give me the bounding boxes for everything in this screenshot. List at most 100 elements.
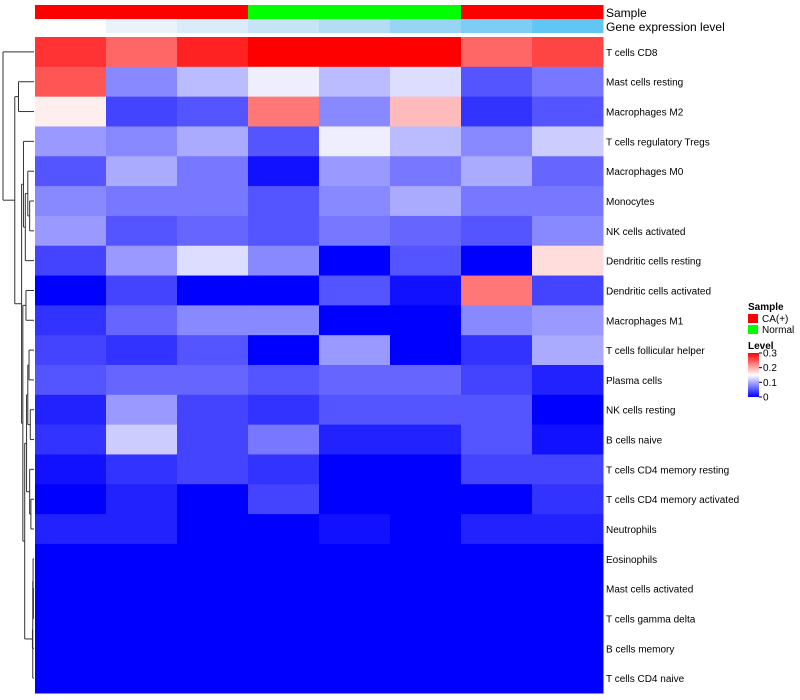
- heatmap-cell: [390, 394, 462, 426]
- heatmap-cell: [390, 484, 462, 515]
- heatmap-cell: [106, 573, 178, 605]
- heatmap-cell: [390, 633, 462, 664]
- heatmap-cell: [35, 335, 107, 366]
- heatmap-cell: [390, 663, 462, 694]
- heatmap-cell: [532, 543, 604, 575]
- heatmap-cell: [319, 633, 391, 664]
- heatmap-cell: [35, 573, 107, 605]
- heatmap-cell: [461, 275, 533, 306]
- heatmap-cell: [248, 126, 320, 157]
- heatmap-cell: [106, 96, 178, 127]
- heatmap-cell: [532, 424, 604, 455]
- heatmap-cell: [532, 484, 604, 515]
- heatmap-cell: [35, 96, 107, 127]
- heatmap-cell: [106, 514, 178, 545]
- annotation-cell: [248, 5, 320, 19]
- heatmap-cell: [106, 663, 178, 694]
- heatmap-cell: [35, 603, 107, 634]
- row-label: NK cells activated: [606, 227, 685, 238]
- row-dendrogram: [2, 51, 34, 679]
- legend-label-normal: Normal: [762, 325, 794, 336]
- heatmap-cell: [319, 573, 391, 605]
- heatmap-cell: [390, 454, 462, 485]
- heatmap-cell: [248, 543, 320, 575]
- heatmap-cell: [177, 66, 249, 98]
- row-label: T cells gamma delta: [606, 614, 696, 625]
- heatmap-cell: [106, 394, 178, 426]
- heatmap-cell: [390, 66, 462, 98]
- heatmap-cell: [35, 543, 107, 575]
- heatmap-cell: [319, 245, 391, 277]
- heatmap-cell: [248, 573, 320, 605]
- row-label: NK cells resting: [606, 406, 675, 417]
- annotation-cell: [177, 19, 249, 33]
- heatmap-cell: [177, 335, 249, 366]
- heatmap-cell: [177, 37, 249, 68]
- annotation-cell: [319, 5, 391, 19]
- heatmap-cell: [248, 156, 320, 187]
- heatmap-cell: [106, 156, 178, 187]
- heatmap-cell: [532, 603, 604, 634]
- heatmap-cell: [177, 126, 249, 157]
- annotation-label-sample: Sample: [606, 6, 647, 20]
- heatmap-cell: [177, 245, 249, 277]
- heatmap-cell: [319, 215, 391, 247]
- row-labels: T cells CD8 Mast cells resting Macrophages…: [606, 48, 739, 685]
- heatmap-cell: [319, 394, 391, 426]
- heatmap-cell: [248, 394, 320, 426]
- annotation-cell: [390, 5, 462, 19]
- heatmap-cell: [461, 66, 533, 98]
- heatmap-cell: [106, 603, 178, 634]
- heatmap-cell: [106, 424, 178, 455]
- heatmap-cell: [35, 394, 107, 426]
- legend: Sample CA(+) Normal Level 0.3 0.2 0.1 0: [748, 302, 794, 404]
- row-label: Mast cells activated: [606, 585, 693, 596]
- heatmap-cell: [319, 514, 391, 545]
- heatmap-cells: [35, 37, 604, 694]
- heatmap-cell: [461, 633, 533, 664]
- heatmap-cell: [532, 126, 604, 157]
- heatmap-cell: [35, 514, 107, 545]
- heatmap-cell: [390, 365, 462, 396]
- heatmap-cell: [532, 37, 604, 68]
- row-label: Eosinophils: [606, 555, 657, 566]
- heatmap-cell: [532, 305, 604, 336]
- annotation-cell: [248, 19, 320, 33]
- heatmap-cell: [35, 424, 107, 455]
- heatmap-cell: [319, 156, 391, 187]
- row-label: Dendritic cells resting: [606, 257, 701, 268]
- heatmap-cell: [248, 603, 320, 634]
- legend-sample-title: Sample: [748, 302, 784, 313]
- heatmap-cell: [35, 663, 107, 694]
- heatmap-cell: [319, 663, 391, 694]
- heatmap-cell: [532, 633, 604, 664]
- heatmap-cell: [248, 245, 320, 277]
- heatmap-cell: [35, 275, 107, 306]
- annotation-label-gene-expression: Gene expression level: [606, 20, 725, 34]
- heatmap-cell: [390, 215, 462, 247]
- heatmap-cell: [532, 335, 604, 366]
- heatmap-cell: [35, 365, 107, 396]
- annotation-cell: [532, 19, 604, 33]
- heatmap-cell: [177, 424, 249, 455]
- heatmap-cell: [319, 603, 391, 634]
- annotation-cell: [390, 19, 462, 33]
- heatmap-cell: [319, 96, 391, 127]
- row-label: Neutrophils: [606, 525, 657, 536]
- legend-tick-label: 0.1: [763, 378, 777, 389]
- heatmap-cell: [319, 454, 391, 485]
- legend-label-ca: CA(+): [762, 314, 788, 325]
- heatmap-cell: [177, 514, 249, 545]
- heatmap-cell: [390, 424, 462, 455]
- heatmap-cell: [390, 335, 462, 366]
- heatmap-cell: [248, 484, 320, 515]
- heatmap-cell: [35, 245, 107, 277]
- annotation-cell: [532, 5, 604, 19]
- heatmap-cell: [106, 275, 178, 306]
- heatmap-cell: [532, 245, 604, 277]
- legend-level-title: Level: [748, 341, 774, 352]
- heatmap-cell: [177, 365, 249, 396]
- heatmap-cell: [532, 454, 604, 485]
- row-label: Macrophages M0: [606, 167, 684, 178]
- heatmap-cell: [390, 305, 462, 336]
